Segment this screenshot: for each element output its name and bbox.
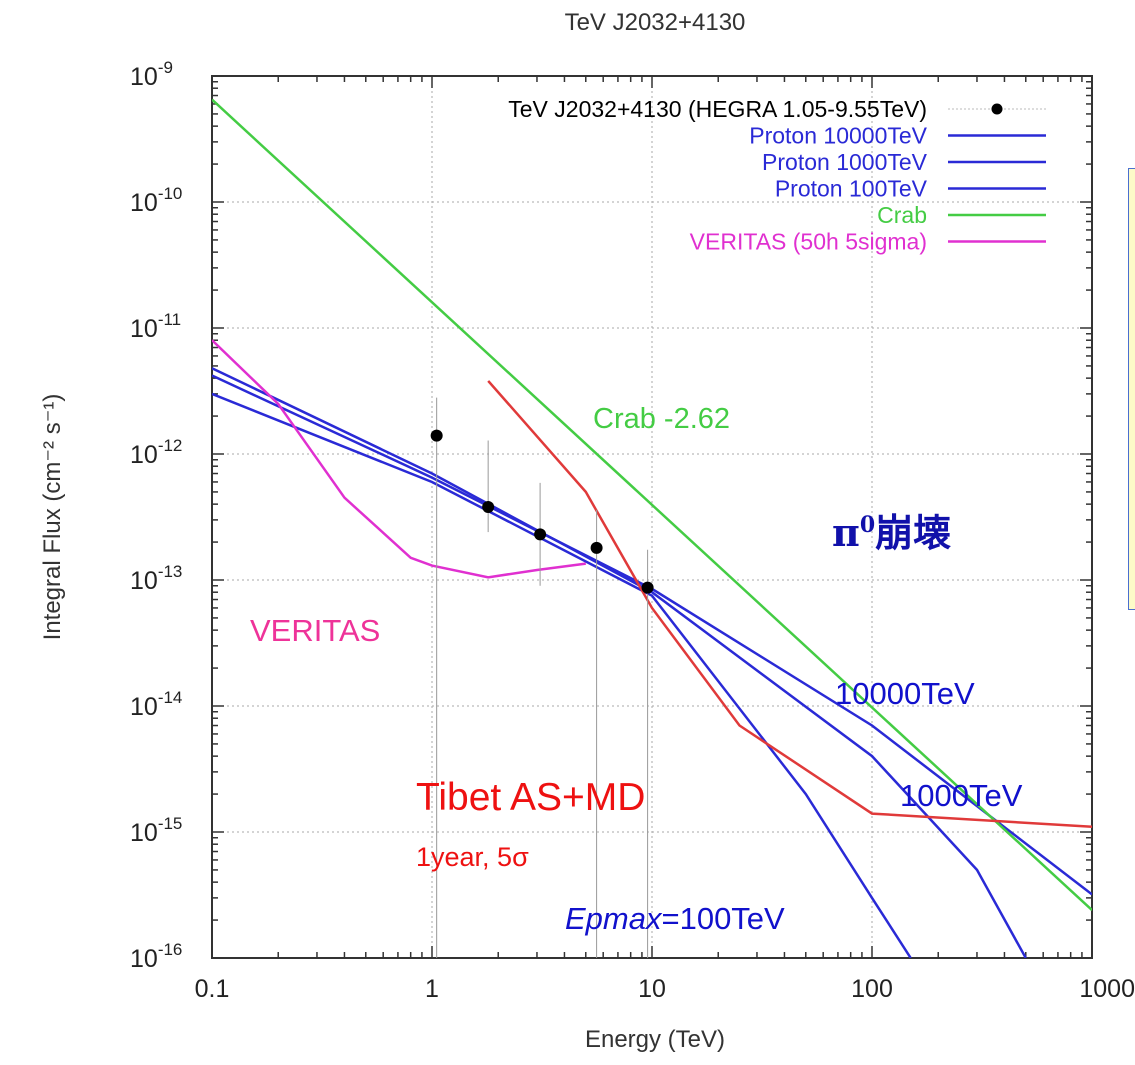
annotation-pi0-base: π	[832, 510, 860, 555]
annotation-epmax-italic: Epmax	[565, 901, 663, 936]
annotation-epmax: Epmax=100TeV	[565, 901, 785, 936]
grid	[212, 76, 1092, 958]
data-point	[534, 528, 547, 541]
series-line-3	[212, 98, 1092, 912]
y-axis-label: Integral Flux (cm⁻² s⁻¹)	[39, 394, 66, 641]
y-tick-label: 10-16	[130, 940, 182, 973]
legend-label: Proton 10000TeV	[749, 123, 927, 149]
y-tick-label: 10-12	[130, 436, 182, 469]
x-tick-label: 100	[851, 975, 893, 1003]
series-line-1	[212, 367, 1027, 958]
annotation-pi0-rest: 崩壊	[875, 510, 951, 555]
x-tick-label: 10	[638, 975, 666, 1003]
annotation-pi0: π0崩壊	[832, 510, 951, 555]
y-tick-label: 10-9	[130, 58, 173, 91]
x-tick-label: 1	[425, 975, 439, 1003]
annotation-epmax-rest: =100TeV	[661, 901, 785, 936]
x-tick-labels: 0.1 1 10 100 1000	[195, 975, 1135, 1003]
legend: TeV J2032+4130 (HEGRA 1.05-9.55TeV)Proto…	[508, 96, 1046, 255]
chart-title: TeV J2032+4130	[565, 9, 746, 36]
legend-label: Crab	[877, 202, 927, 228]
x-tick-label: 1000	[1079, 975, 1135, 1003]
y-tick-label: 10-10	[130, 184, 182, 217]
x-tick-label: 0.1	[195, 975, 230, 1003]
y-tick-label: 10-13	[130, 562, 182, 595]
legend-label: VERITAS (50h 5sigma)	[690, 229, 927, 255]
y-tick-label: 10-11	[130, 310, 181, 343]
clipped-yellow-note-box	[1128, 168, 1135, 610]
data-point	[430, 429, 443, 442]
y-tick-label: 10-15	[130, 814, 182, 847]
annotation-veritas: VERITAS	[250, 613, 380, 648]
series-line-4	[212, 339, 586, 579]
legend-label: Proton 100TeV	[775, 176, 928, 202]
annotation-crab: Crab -2.62	[593, 403, 730, 435]
annotation-tibet: Tibet AS+MD	[416, 776, 645, 819]
series-line-5	[487, 380, 1092, 829]
legend-label: TeV J2032+4130 (HEGRA 1.05-9.55TeV)	[508, 96, 927, 122]
annotation-1000tev: 1000TeV	[900, 778, 1023, 813]
data-points	[430, 397, 654, 958]
data-point	[590, 541, 603, 554]
y-tick-label: 10-14	[130, 688, 182, 721]
annotation-tibet-sub: 1year, 5σ	[416, 842, 529, 872]
series-line-2	[212, 392, 912, 958]
annotation-10000tev: 10000TeV	[835, 676, 975, 711]
legend-label: Proton 1000TeV	[762, 149, 928, 175]
y-tick-labels: 10-9 10-10 10-11 10-12 10-13 10-14 10-15 10-16	[130, 58, 182, 973]
data-point	[641, 581, 654, 594]
axis-ticks	[211, 75, 1093, 959]
annotation-pi0-sup: 0	[860, 512, 875, 538]
x-axis-label: Energy (TeV)	[585, 1026, 725, 1053]
data-point	[482, 500, 495, 513]
series-lines	[212, 98, 1092, 958]
legend-marker	[991, 103, 1003, 115]
